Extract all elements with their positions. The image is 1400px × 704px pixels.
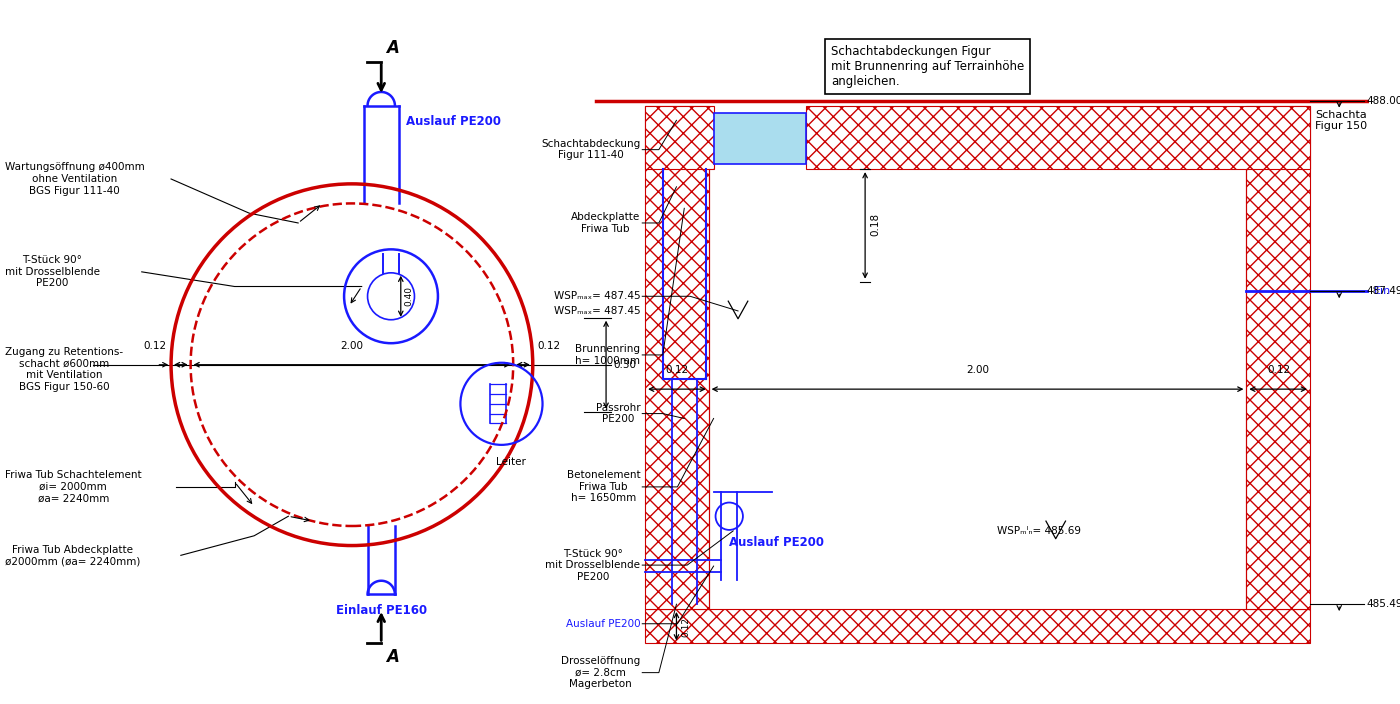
Text: WSPₘₐₓ= 487.45: WSPₘₐₓ= 487.45: [553, 291, 640, 301]
Text: 0.12: 0.12: [1267, 365, 1291, 375]
Bar: [645, 609, 1310, 643]
Text: Drosselöffnung
ø= 2.8cm
Magerbeton: Drosselöffnung ø= 2.8cm Magerbeton: [561, 656, 640, 689]
Text: 0.12: 0.12: [143, 341, 167, 351]
Text: Einlauf PE160: Einlauf PE160: [336, 604, 427, 617]
Text: Auslauf PE200: Auslauf PE200: [729, 536, 825, 548]
Text: 0.12: 0.12: [682, 617, 690, 636]
Bar: [645, 106, 708, 609]
Bar: [645, 106, 714, 169]
Text: A: A: [386, 39, 399, 57]
Text: 2.00: 2.00: [340, 341, 364, 351]
Text: T-Stück 90°
mit Drosselblende
PE200: T-Stück 90° mit Drosselblende PE200: [4, 256, 99, 289]
Bar: [1246, 106, 1310, 609]
Text: T-Stück 90°
mit Drosselblende
PE200: T-Stück 90° mit Drosselblende PE200: [545, 548, 640, 582]
Text: 0.12: 0.12: [538, 341, 561, 351]
Text: Auslauf PE200: Auslauf PE200: [566, 619, 640, 629]
Text: Zugang zu Retentions-
schacht ø600mm
mit Ventilation
BGS Figur 150-60: Zugang zu Retentions- schacht ø600mm mit…: [4, 347, 123, 392]
Text: Friwa Tub Abdeckplatte
ø2000mm (øa= 2240mm): Friwa Tub Abdeckplatte ø2000mm (øa= 2240…: [4, 544, 140, 566]
Text: 0.12: 0.12: [665, 365, 687, 375]
Bar: [806, 106, 1310, 169]
Text: 2.00: 2.00: [966, 365, 988, 375]
Text: 0.40: 0.40: [405, 287, 413, 306]
Text: Leiter: Leiter: [497, 457, 526, 467]
Text: Abdeckplatte
Friwa Tub: Abdeckplatte Friwa Tub: [571, 212, 640, 234]
Text: 488.00: 488.00: [1366, 96, 1400, 106]
Text: Friwa Tub Schachtelement
øi= 2000mm
øa= 2240mm: Friwa Tub Schachtelement øi= 2000mm øa= …: [4, 470, 141, 503]
Text: Schachtabdeckung
Figur 111-40: Schachtabdeckung Figur 111-40: [540, 139, 640, 161]
Text: Brunnenring
h= 1000mm: Brunnenring h= 1000mm: [575, 344, 640, 366]
Text: Auslauf PE200: Auslauf PE200: [406, 115, 501, 128]
Text: Betonelement
Friwa Tub
h= 1650mm: Betonelement Friwa Tub h= 1650mm: [567, 470, 640, 503]
Text: Wartungsöffnung ø400mm
ohne Ventilation
BGS Figur 111-40: Wartungsöffnung ø400mm ohne Ventilation …: [4, 163, 144, 196]
Text: WSPₘₐₓ= 487.45: WSPₘₐₓ= 487.45: [553, 306, 640, 316]
Text: 0.18: 0.18: [869, 213, 881, 237]
Text: Schachtabdeckungen Figur
mit Brunnenring auf Terrainhöhe
angleichen.: Schachtabdeckungen Figur mit Brunnenring…: [830, 45, 1025, 88]
Bar: [714, 113, 806, 164]
Text: Ein: Ein: [1373, 287, 1390, 296]
Text: 485.49: 485.49: [1366, 599, 1400, 609]
Text: 487.49: 487.49: [1366, 287, 1400, 296]
Text: Schachta
Figur 150: Schachta Figur 150: [1315, 110, 1366, 131]
Text: Passrohr
PE200: Passrohr PE200: [595, 403, 640, 425]
Text: 0.30: 0.30: [613, 360, 636, 370]
Text: A: A: [386, 648, 399, 666]
Text: WSPₘᴵₙ= 485.69: WSPₘᴵₙ= 485.69: [997, 526, 1081, 536]
